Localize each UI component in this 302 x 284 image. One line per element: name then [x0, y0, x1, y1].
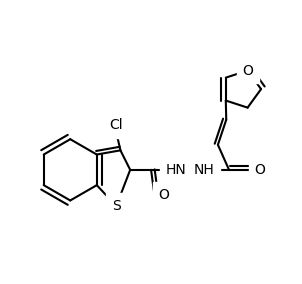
Text: HN: HN [166, 163, 187, 177]
Text: NH: NH [194, 163, 214, 177]
Text: O: O [242, 64, 253, 78]
Text: O: O [254, 163, 265, 177]
Text: O: O [158, 188, 169, 202]
Text: Cl: Cl [109, 118, 123, 132]
Text: S: S [112, 199, 120, 213]
